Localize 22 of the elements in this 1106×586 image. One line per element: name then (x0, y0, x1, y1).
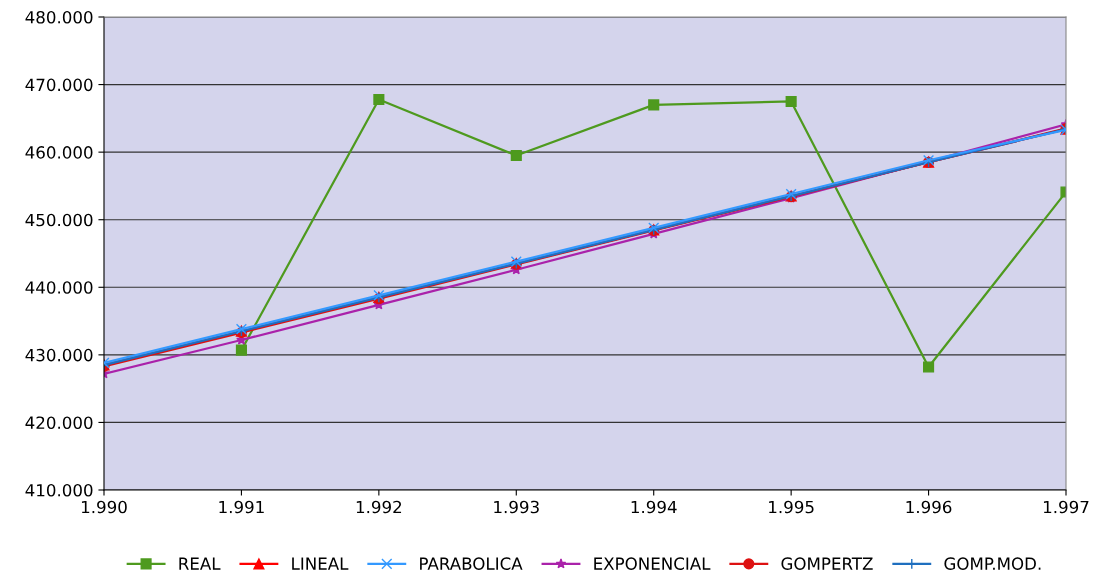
x-tick-label: 1.991 (219, 500, 264, 514)
y-tick-label: 410.000 (25, 483, 93, 497)
x-tick-label: 1.997 (1043, 500, 1089, 514)
legend-label: EXPONENCIAL (594, 557, 711, 570)
x-tick-label: 1.990 (81, 500, 127, 514)
legend-label: REAL (179, 557, 221, 570)
y-tick-label: 460.000 (25, 146, 93, 159)
y-tick-label: 450.000 (25, 213, 93, 227)
legend-label: LINEAL (292, 557, 349, 570)
legend-label: GOMP.MOD. (944, 557, 1041, 570)
x-tick-label: 1.996 (906, 500, 952, 514)
x-tick-label: 1.994 (631, 500, 677, 514)
x-tick-label: 1.992 (356, 500, 402, 514)
y-tick-label: 430.000 (25, 348, 93, 362)
y-tick-label: 470.000 (25, 78, 93, 92)
legend-label: PARABOLICA (420, 557, 523, 570)
y-tick-label: 420.000 (25, 416, 93, 429)
x-tick-label: 1.995 (769, 500, 814, 514)
legend-label: GOMPERTZ (781, 557, 873, 570)
y-tick-label: 480.000 (25, 10, 93, 24)
y-tick-label: 440.000 (25, 281, 93, 294)
x-tick-label: 1.993 (494, 500, 539, 514)
